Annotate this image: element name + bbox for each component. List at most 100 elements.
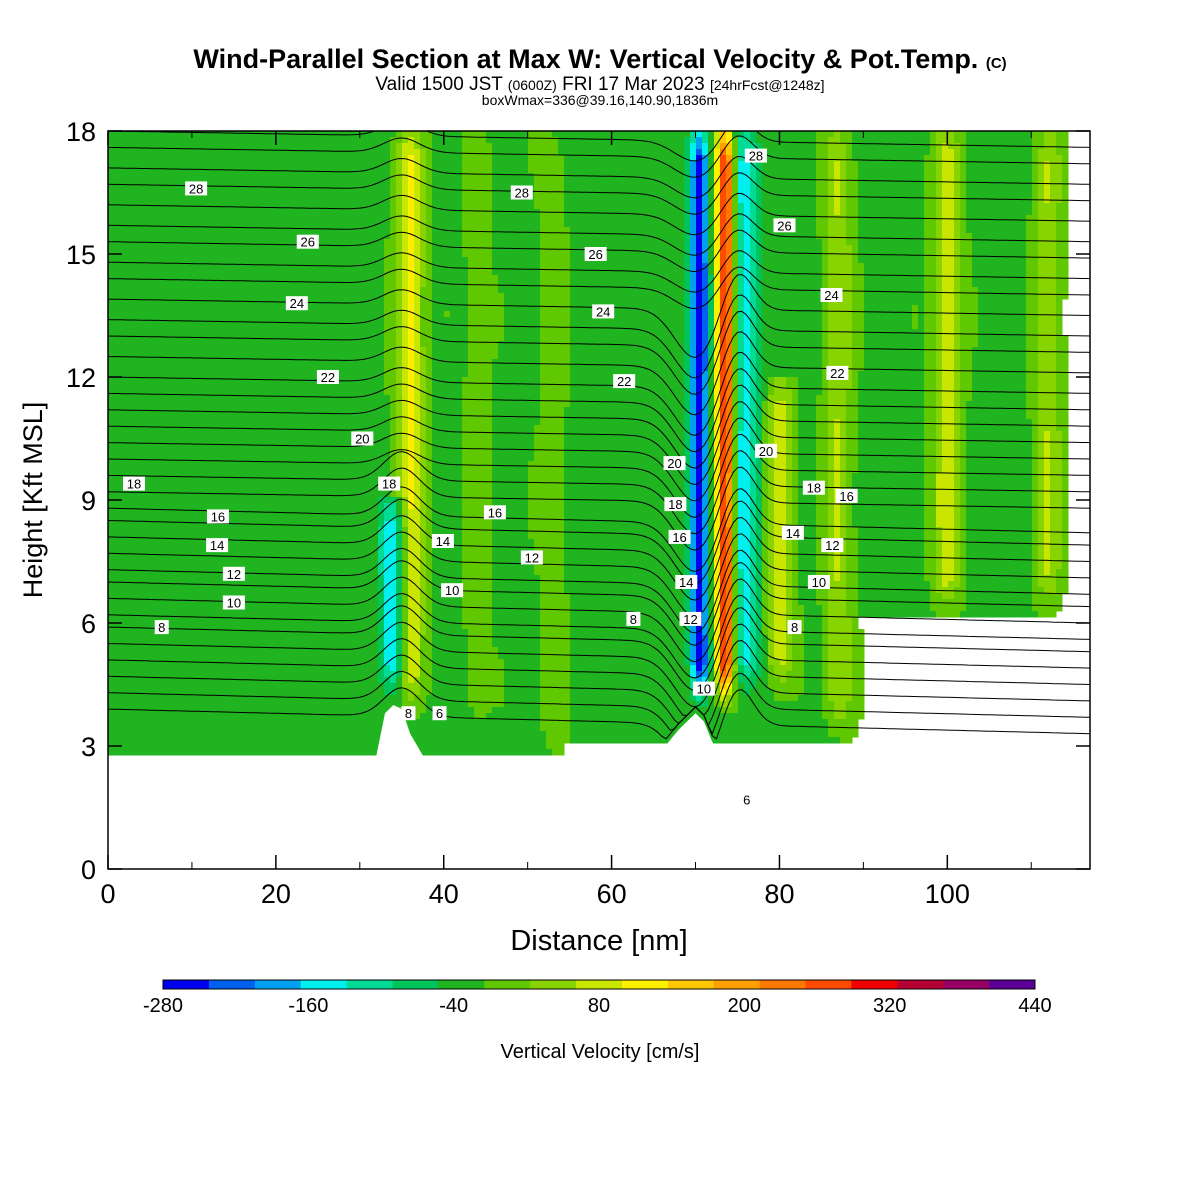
velocity-cell xyxy=(702,155,709,162)
velocity-cell xyxy=(720,467,727,474)
velocity-cell xyxy=(954,311,961,318)
velocity-cell xyxy=(402,317,409,324)
velocity-cell xyxy=(828,161,835,168)
velocity-cell xyxy=(936,443,943,450)
velocity-cell xyxy=(720,329,727,336)
velocity-cell xyxy=(840,209,847,216)
velocity-cell xyxy=(774,383,787,390)
velocity-cell xyxy=(936,491,955,498)
velocity-cell xyxy=(720,599,727,606)
velocity-cell xyxy=(834,575,841,582)
velocity-cell xyxy=(432,179,463,186)
velocity-cell xyxy=(420,545,427,552)
velocity-cell xyxy=(702,647,709,654)
velocity-cell xyxy=(540,647,571,654)
velocity-cell xyxy=(924,293,937,300)
velocity-cell xyxy=(1038,191,1045,198)
colorbar-swatch xyxy=(392,980,439,989)
velocity-cell xyxy=(930,593,943,600)
velocity-cell xyxy=(792,539,799,546)
velocity-cell xyxy=(822,659,829,666)
velocity-cell xyxy=(936,533,943,540)
isentropes xyxy=(108,131,1090,740)
velocity-cell xyxy=(702,167,709,174)
velocity-cell xyxy=(696,575,703,582)
velocity-cell xyxy=(408,209,415,216)
velocity-cell xyxy=(1062,563,1069,570)
velocity-cell xyxy=(804,665,823,672)
velocity-cell xyxy=(744,257,751,264)
velocity-cell xyxy=(492,635,541,642)
velocity-cell xyxy=(1026,239,1039,246)
velocity-cell xyxy=(714,299,721,306)
velocity-cell xyxy=(696,701,709,708)
velocity-cell xyxy=(930,581,937,588)
velocity-cell xyxy=(726,557,733,564)
velocity-cell xyxy=(564,203,685,210)
velocity-cell xyxy=(1062,161,1069,168)
velocity-cell xyxy=(726,695,733,702)
velocity-cell xyxy=(834,569,841,576)
velocity-cell xyxy=(1032,515,1039,522)
isentrope-label: 20 xyxy=(663,456,686,471)
velocity-cell xyxy=(858,443,925,450)
velocity-cell xyxy=(408,665,421,672)
velocity-cell xyxy=(942,269,955,276)
velocity-cell xyxy=(462,515,493,522)
velocity-cell xyxy=(1026,377,1039,384)
velocity-cell xyxy=(828,155,847,162)
velocity-cell xyxy=(936,353,943,360)
velocity-cell xyxy=(702,257,709,264)
velocity-cell xyxy=(732,221,739,228)
velocity-cell xyxy=(798,383,823,390)
velocity-cell xyxy=(108,215,391,222)
velocity-cell xyxy=(798,503,817,510)
velocity-cell xyxy=(684,161,691,168)
velocity-cell xyxy=(696,269,703,276)
velocity-cell xyxy=(840,167,847,174)
colorbar-tick-label: 200 xyxy=(728,995,761,1017)
velocity-cell xyxy=(762,413,769,420)
velocity-cell xyxy=(960,395,973,402)
velocity-cell xyxy=(108,413,391,420)
velocity-cell xyxy=(720,191,727,198)
velocity-cell xyxy=(684,221,691,228)
velocity-cell xyxy=(402,683,421,690)
velocity-cell xyxy=(570,311,685,318)
velocity-cell xyxy=(108,743,547,750)
velocity-cell xyxy=(960,233,973,240)
velocity-cell xyxy=(864,263,925,270)
velocity-cell xyxy=(828,617,853,624)
velocity-cell xyxy=(702,533,709,540)
velocity-cell xyxy=(108,611,379,618)
velocity-cell xyxy=(834,425,841,432)
velocity-cell xyxy=(738,491,751,498)
velocity-cell xyxy=(690,365,697,372)
velocity-cell xyxy=(726,437,733,444)
velocity-cell xyxy=(924,425,937,432)
velocity-cell xyxy=(834,713,847,720)
velocity-cell xyxy=(816,533,829,540)
velocity-cell xyxy=(828,527,835,534)
velocity-cell xyxy=(768,509,775,516)
velocity-cell xyxy=(420,251,427,258)
velocity-cell xyxy=(414,347,421,354)
velocity-cell xyxy=(768,611,775,618)
velocity-cell xyxy=(696,377,703,384)
velocity-cell xyxy=(834,131,841,138)
isentrope-label-bg xyxy=(664,497,687,512)
velocity-cell xyxy=(1026,353,1039,360)
velocity-cell xyxy=(696,437,703,444)
velocity-cell xyxy=(834,551,841,558)
velocity-cell xyxy=(708,449,715,456)
velocity-cell xyxy=(690,275,697,282)
velocity-cell xyxy=(978,335,1027,342)
velocity-cell xyxy=(486,713,541,720)
velocity-cell xyxy=(954,569,961,576)
velocity-cell xyxy=(564,575,685,582)
velocity-cell xyxy=(714,245,721,252)
velocity-cell xyxy=(738,395,745,402)
velocity-cell xyxy=(816,185,829,192)
velocity-cell xyxy=(762,665,769,672)
velocity-cell xyxy=(384,527,397,534)
